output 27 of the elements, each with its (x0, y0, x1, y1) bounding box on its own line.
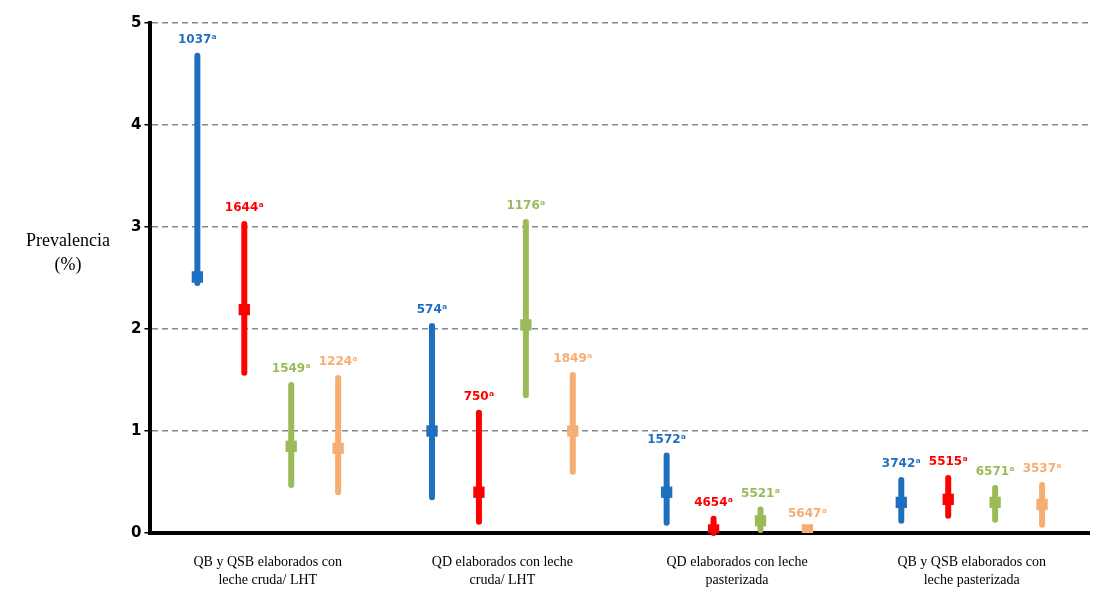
annotation: 1176ᵃ (506, 198, 546, 213)
annotation: 1549ᵃ (271, 361, 311, 376)
annotation: 3742ᵃ (881, 456, 921, 471)
annotation: 6571ᵃ (975, 464, 1015, 479)
annotation: 1644ᵃ (224, 200, 264, 215)
y-tick-label: 3 (131, 216, 142, 235)
annotation: 5521ᵃ (741, 485, 780, 500)
annotation: 1572ᵃ (647, 431, 687, 446)
annotation: 1037ᵃ (177, 31, 217, 46)
annotation: 3537ᵃ (1022, 461, 1062, 476)
y-tick-label: 4 (131, 114, 142, 133)
annotation: 1224ᵃ (318, 354, 358, 369)
y-tick-label: 2 (131, 318, 142, 337)
y-tick-label: 1 (131, 420, 142, 439)
y-tick-label: 5 (131, 12, 142, 31)
x-tick-label: QD elaborados con leche pasterizada (666, 553, 808, 587)
annotation: 5515ᵃ (928, 454, 968, 469)
x-tick-label: QD elaborados con leche cruda/ LHT (431, 553, 573, 587)
annotation: 574ᵃ (416, 302, 448, 317)
x-tick-label: QB y QSB elaborados con leche cruda/ LHT (193, 553, 343, 587)
annotation: 4654ᵃ (694, 494, 734, 509)
y-tick-label: 0 (131, 522, 142, 541)
annotation: 5647ᵃ (787, 506, 827, 521)
annotation: 750ᵃ (463, 388, 495, 403)
annotation: 1849ᵃ (553, 351, 593, 366)
x-tick-label: QB y QSB elaborados con leche pasterizada (897, 553, 1046, 587)
y-axis-title: Prevalencia (%) (26, 229, 110, 275)
